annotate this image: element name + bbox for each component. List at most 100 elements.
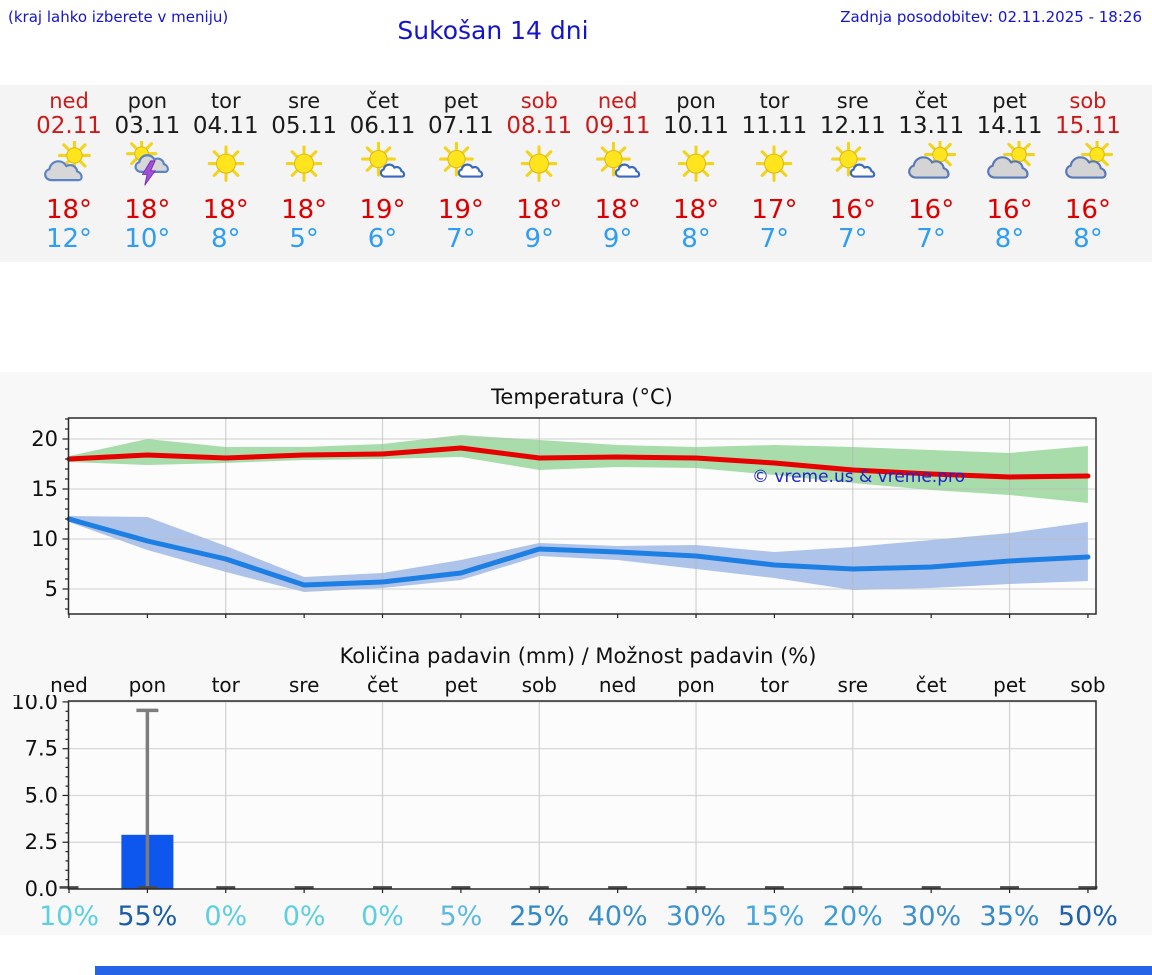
svg-text:15: 15 [31,477,58,501]
day-name: čet [914,89,948,113]
precip-day-label: sob [1070,673,1106,697]
svg-text:7.5: 7.5 [25,737,58,761]
day-column: tor 11.11 17° 7° [735,85,813,262]
day-column: pet 07.11 19° 7° [422,85,500,262]
precip-day-label: tor [760,673,789,697]
precip-day-label: čet [366,673,399,697]
weather-icon [344,141,422,191]
sun-icon [521,145,558,182]
precip-day-label: pet [444,673,478,697]
low-temp: 8° [994,224,1025,254]
day-name: tor [759,89,790,113]
day-date: 10.11 [663,113,729,139]
sun-smallcloud-icon [595,141,640,178]
weather-icon [1049,138,1127,191]
day-column: čet 06.11 19° 6° [344,85,422,262]
last-update-label: Zadnja posodobitev: 02.11.2025 - 18:26 [840,8,1142,26]
weather-icon [30,139,108,191]
menu-hint-note: (kraj lahko izberete v meniju) [8,8,229,26]
weather-icon [265,141,343,191]
pop-percent-label: 0% [361,901,404,932]
svg-text:20: 20 [31,427,58,451]
sun-icon [207,145,245,182]
low-temp: 7° [446,224,476,254]
low-temp: 7° [759,224,790,254]
pop-percent-label: 30% [666,901,727,932]
day-name: ned [49,89,89,113]
day-date: 05.11 [271,113,338,139]
high-temp: 18° [516,195,563,225]
svg-text:5: 5 [45,577,58,601]
day-date: 15.11 [1055,113,1121,139]
day-name: ned [597,89,638,113]
sun-smallcloud-icon [439,141,484,178]
weather-icon [657,141,735,191]
day-name: pet [992,89,1027,113]
precip-day-label: ned [50,673,88,697]
line-max-temperatura [66,445,1091,480]
low-temp: 6° [367,224,398,254]
high-temp: 19° [359,195,406,225]
forecast-strip: ned 02.11 18° 12° pon 03.11 18° 10° tor 04.11 18° 8… [0,85,1152,262]
sun-cloud-icon [44,139,91,182]
weather-icon [892,138,970,191]
day-column: ned 09.11 18° 9° [579,85,657,262]
band-min-razpon [69,516,1088,592]
precip-day-label: čet [915,673,947,697]
high-temp: 19° [437,195,484,225]
day-name: sre [288,89,321,113]
low-temp: 9° [602,224,633,254]
pop-percent-label: 35% [979,901,1040,932]
pop-percent-label: 10% [38,901,99,932]
page-title: Sukošan 14 dni [397,16,589,45]
precip-day-label: pet [993,673,1026,697]
day-date: 04.11 [192,113,259,139]
pop-percent-label: 0% [282,901,326,932]
day-date: 09.11 [584,113,651,139]
sun-icon [285,145,323,182]
precip-day-label: sob [521,673,557,697]
high-temp: 16° [986,195,1033,225]
weather-icon [500,141,578,191]
pop-percent-label: 55% [117,901,178,932]
precip-day-label: tor [211,673,240,697]
day-column: pet 14.11 16° 8° [971,85,1049,262]
low-temp: 12° [45,224,93,254]
day-name: sre [836,89,869,113]
day-date: 12.11 [819,113,886,139]
high-temp: 16° [1064,195,1111,225]
day-date: 11.11 [741,113,808,139]
precip-day-label: pon [677,673,715,697]
precip-day-label: pon [128,673,167,697]
chart-watermark: © vreme.us & vreme.pro [752,467,966,487]
high-temp: 17° [751,195,798,225]
svg-text:5.0: 5.0 [25,783,58,807]
day-date: 06.11 [349,113,416,139]
high-temp: 18° [281,195,328,225]
precip-day-label: sre [288,673,320,697]
high-temp: 16° [908,195,955,225]
pop-percent-label: 40% [587,901,648,932]
day-name: čet [366,89,399,113]
sun-icon [677,145,715,182]
high-temp: 18° [124,195,171,225]
high-temp: 18° [202,195,249,225]
svg-text:2.5: 2.5 [25,830,58,854]
pop-percent-label: 5% [439,901,483,932]
day-column: sob 08.11 18° 9° [500,85,578,262]
day-date: 02.11 [36,113,102,139]
day-column: čet 13.11 16° 7° [892,85,970,262]
low-temp: 7° [916,224,946,254]
svg-text:0.0: 0.0 [25,877,58,900]
day-date: 08.11 [506,113,573,139]
precipitation-chart: 0.0 2.5 5.0 7.5 10.0 [0,690,1152,904]
footer-bar [95,966,1152,975]
pop-percent-label: 15% [744,901,805,932]
weather-icon [422,141,500,191]
high-temp: 16° [829,195,876,225]
day-name: pon [127,89,168,113]
day-name: sob [1069,89,1107,113]
cloud-sun-icon [986,138,1035,179]
day-name: tor [210,89,241,113]
